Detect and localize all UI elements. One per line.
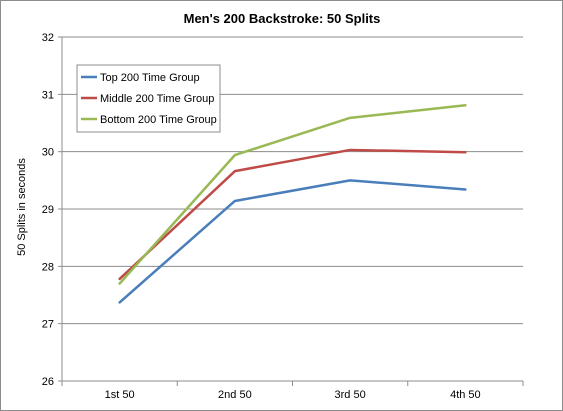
x-tick-label: 1st 50	[105, 389, 135, 401]
tick-labels: 26 27 28 29 30 31 32 1st 50 2nd 50 3rd 50 4th 50	[42, 32, 481, 401]
y-tick-label: 32	[42, 32, 54, 44]
y-tick-label: 28	[42, 261, 54, 273]
y-axis-label: 50 Splits in seconds	[16, 158, 28, 256]
legend: Top 200 Time Group Middle 200 Time Group B…	[76, 64, 221, 133]
legend-label: Middle 200 Time Group	[100, 93, 214, 105]
legend-label: Top 200 Time Group	[100, 72, 200, 84]
legend-label: Bottom 200 Time Group	[100, 114, 217, 126]
series-line-3	[118, 103, 467, 285]
x-tick-label: 4th 50	[450, 389, 481, 401]
y-tick-label: 30	[42, 147, 54, 159]
series-line-2	[118, 148, 467, 281]
legend-box	[76, 64, 221, 133]
y-tick-label: 26	[42, 376, 54, 388]
series-line-1	[118, 179, 467, 304]
series-lines	[118, 103, 467, 304]
x-tick-label: 3rd 50	[335, 389, 366, 401]
y-tick-label: 27	[42, 319, 54, 331]
x-tick-label: 2nd 50	[218, 389, 252, 401]
y-tick-label: 29	[42, 204, 54, 216]
y-tick-label: 31	[42, 89, 54, 101]
chart-title: Men's 200 Backstroke: 50 Splits	[184, 11, 381, 26]
axes	[58, 36, 524, 386]
